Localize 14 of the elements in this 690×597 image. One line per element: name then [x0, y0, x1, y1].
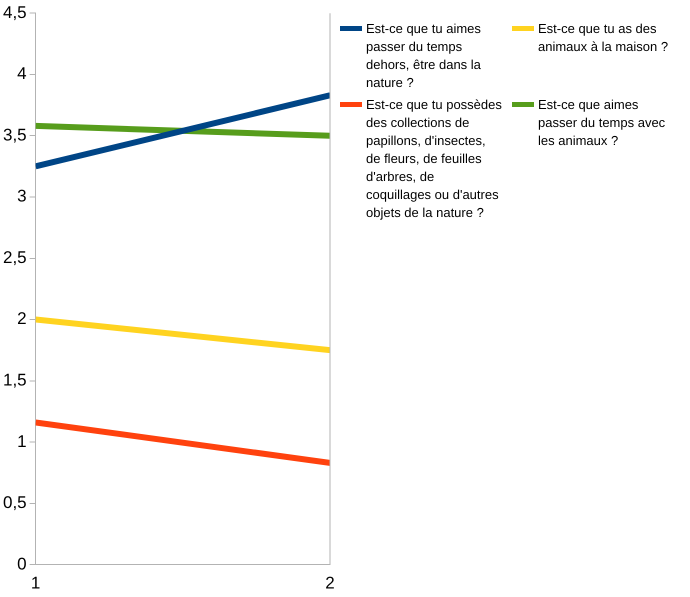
y-tick-label: 0 [17, 554, 27, 574]
y-tick-label: 4,5 [2, 2, 27, 22]
y-tick-label: 2,5 [2, 248, 27, 267]
legend-label: Est-ce que tu as des animaux à la maison ? [538, 20, 670, 56]
y-tick-label: 1,5 [2, 370, 27, 390]
legend-label: Est-ce que aimes passer du temps avec les animaux ? [538, 96, 666, 150]
y-tick-label: 0,5 [2, 493, 27, 512]
legend-label: Est-ce que tu aimes passer du temps dehors, être dans la nature ? [366, 20, 482, 92]
y-tick-label: 2 [17, 309, 27, 328]
y-tick-label: 1 [17, 432, 27, 451]
legend-label: Est-ce que tu possèdes des collections de papillons, d'insectes, de fleurs, de feuilles d'arbres, de coquillages ou d'autres objets de la nature ? [366, 96, 502, 222]
y-tick-label: 4 [17, 64, 27, 84]
y-tick-label: 3 [17, 186, 27, 206]
y-tick-label: 3,5 [2, 125, 27, 144]
